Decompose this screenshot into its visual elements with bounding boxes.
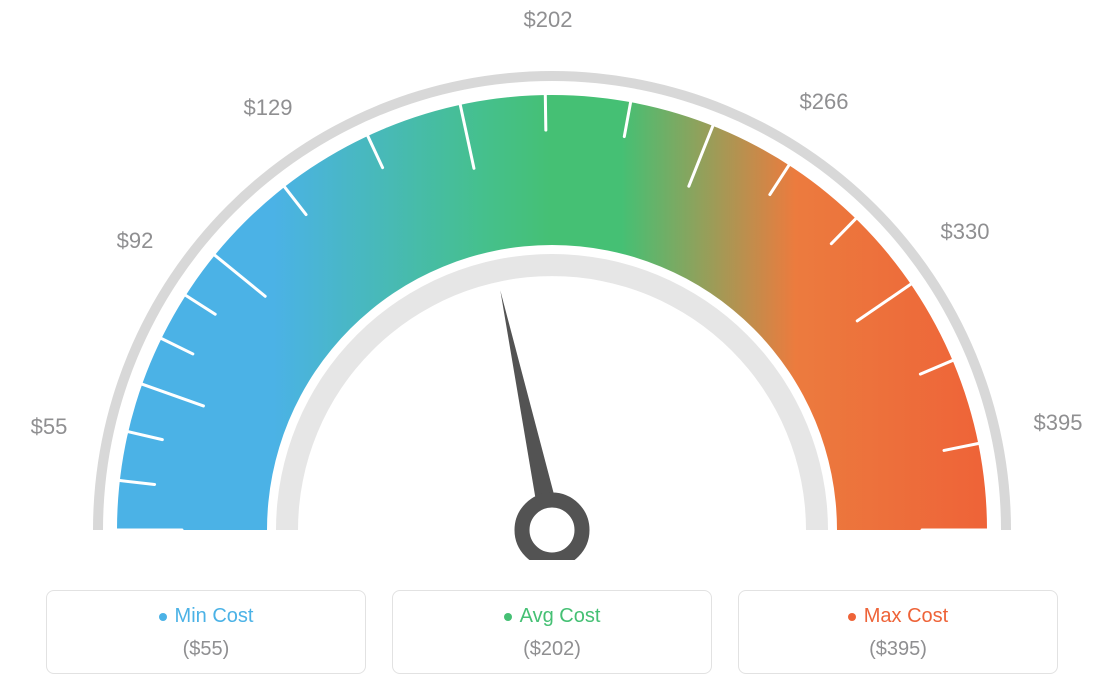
gauge-tick-label: $129 — [244, 95, 293, 121]
cost-gauge-container: $55 $92 $129 $202 $266 $330 $395 Min Cost ($55… — [0, 0, 1104, 690]
legend-title-avg: Avg Cost — [504, 605, 601, 628]
legend-dot-min — [159, 613, 167, 621]
legend-value-max: ($395) — [749, 638, 1047, 661]
legend-label-max: Max Cost — [864, 605, 948, 628]
legend-value-avg: ($202) — [403, 638, 701, 661]
legend-dot-max — [848, 613, 856, 621]
gauge-tick-label: $330 — [941, 219, 990, 245]
gauge-tick-label: $92 — [117, 228, 154, 254]
legend-title-max: Max Cost — [848, 605, 948, 628]
legend-title-min: Min Cost — [159, 605, 254, 628]
gauge-tick-label: $55 — [31, 414, 68, 440]
gauge-tick-label: $266 — [800, 89, 849, 115]
legend-label-avg: Avg Cost — [520, 605, 601, 628]
legend-row: Min Cost ($55) Avg Cost ($202) Max Cost … — [0, 590, 1104, 674]
legend-dot-avg — [504, 613, 512, 621]
gauge-tick-label: $202 — [524, 7, 573, 33]
legend-value-min: ($55) — [57, 638, 355, 661]
legend-card-min: Min Cost ($55) — [46, 590, 366, 674]
gauge-chart — [0, 0, 1104, 560]
legend-card-avg: Avg Cost ($202) — [392, 590, 712, 674]
legend-label-min: Min Cost — [175, 605, 254, 628]
gauge-tick-label: $395 — [1034, 410, 1083, 436]
legend-card-max: Max Cost ($395) — [738, 590, 1058, 674]
gauge-area: $55 $92 $129 $202 $266 $330 $395 — [0, 0, 1104, 560]
